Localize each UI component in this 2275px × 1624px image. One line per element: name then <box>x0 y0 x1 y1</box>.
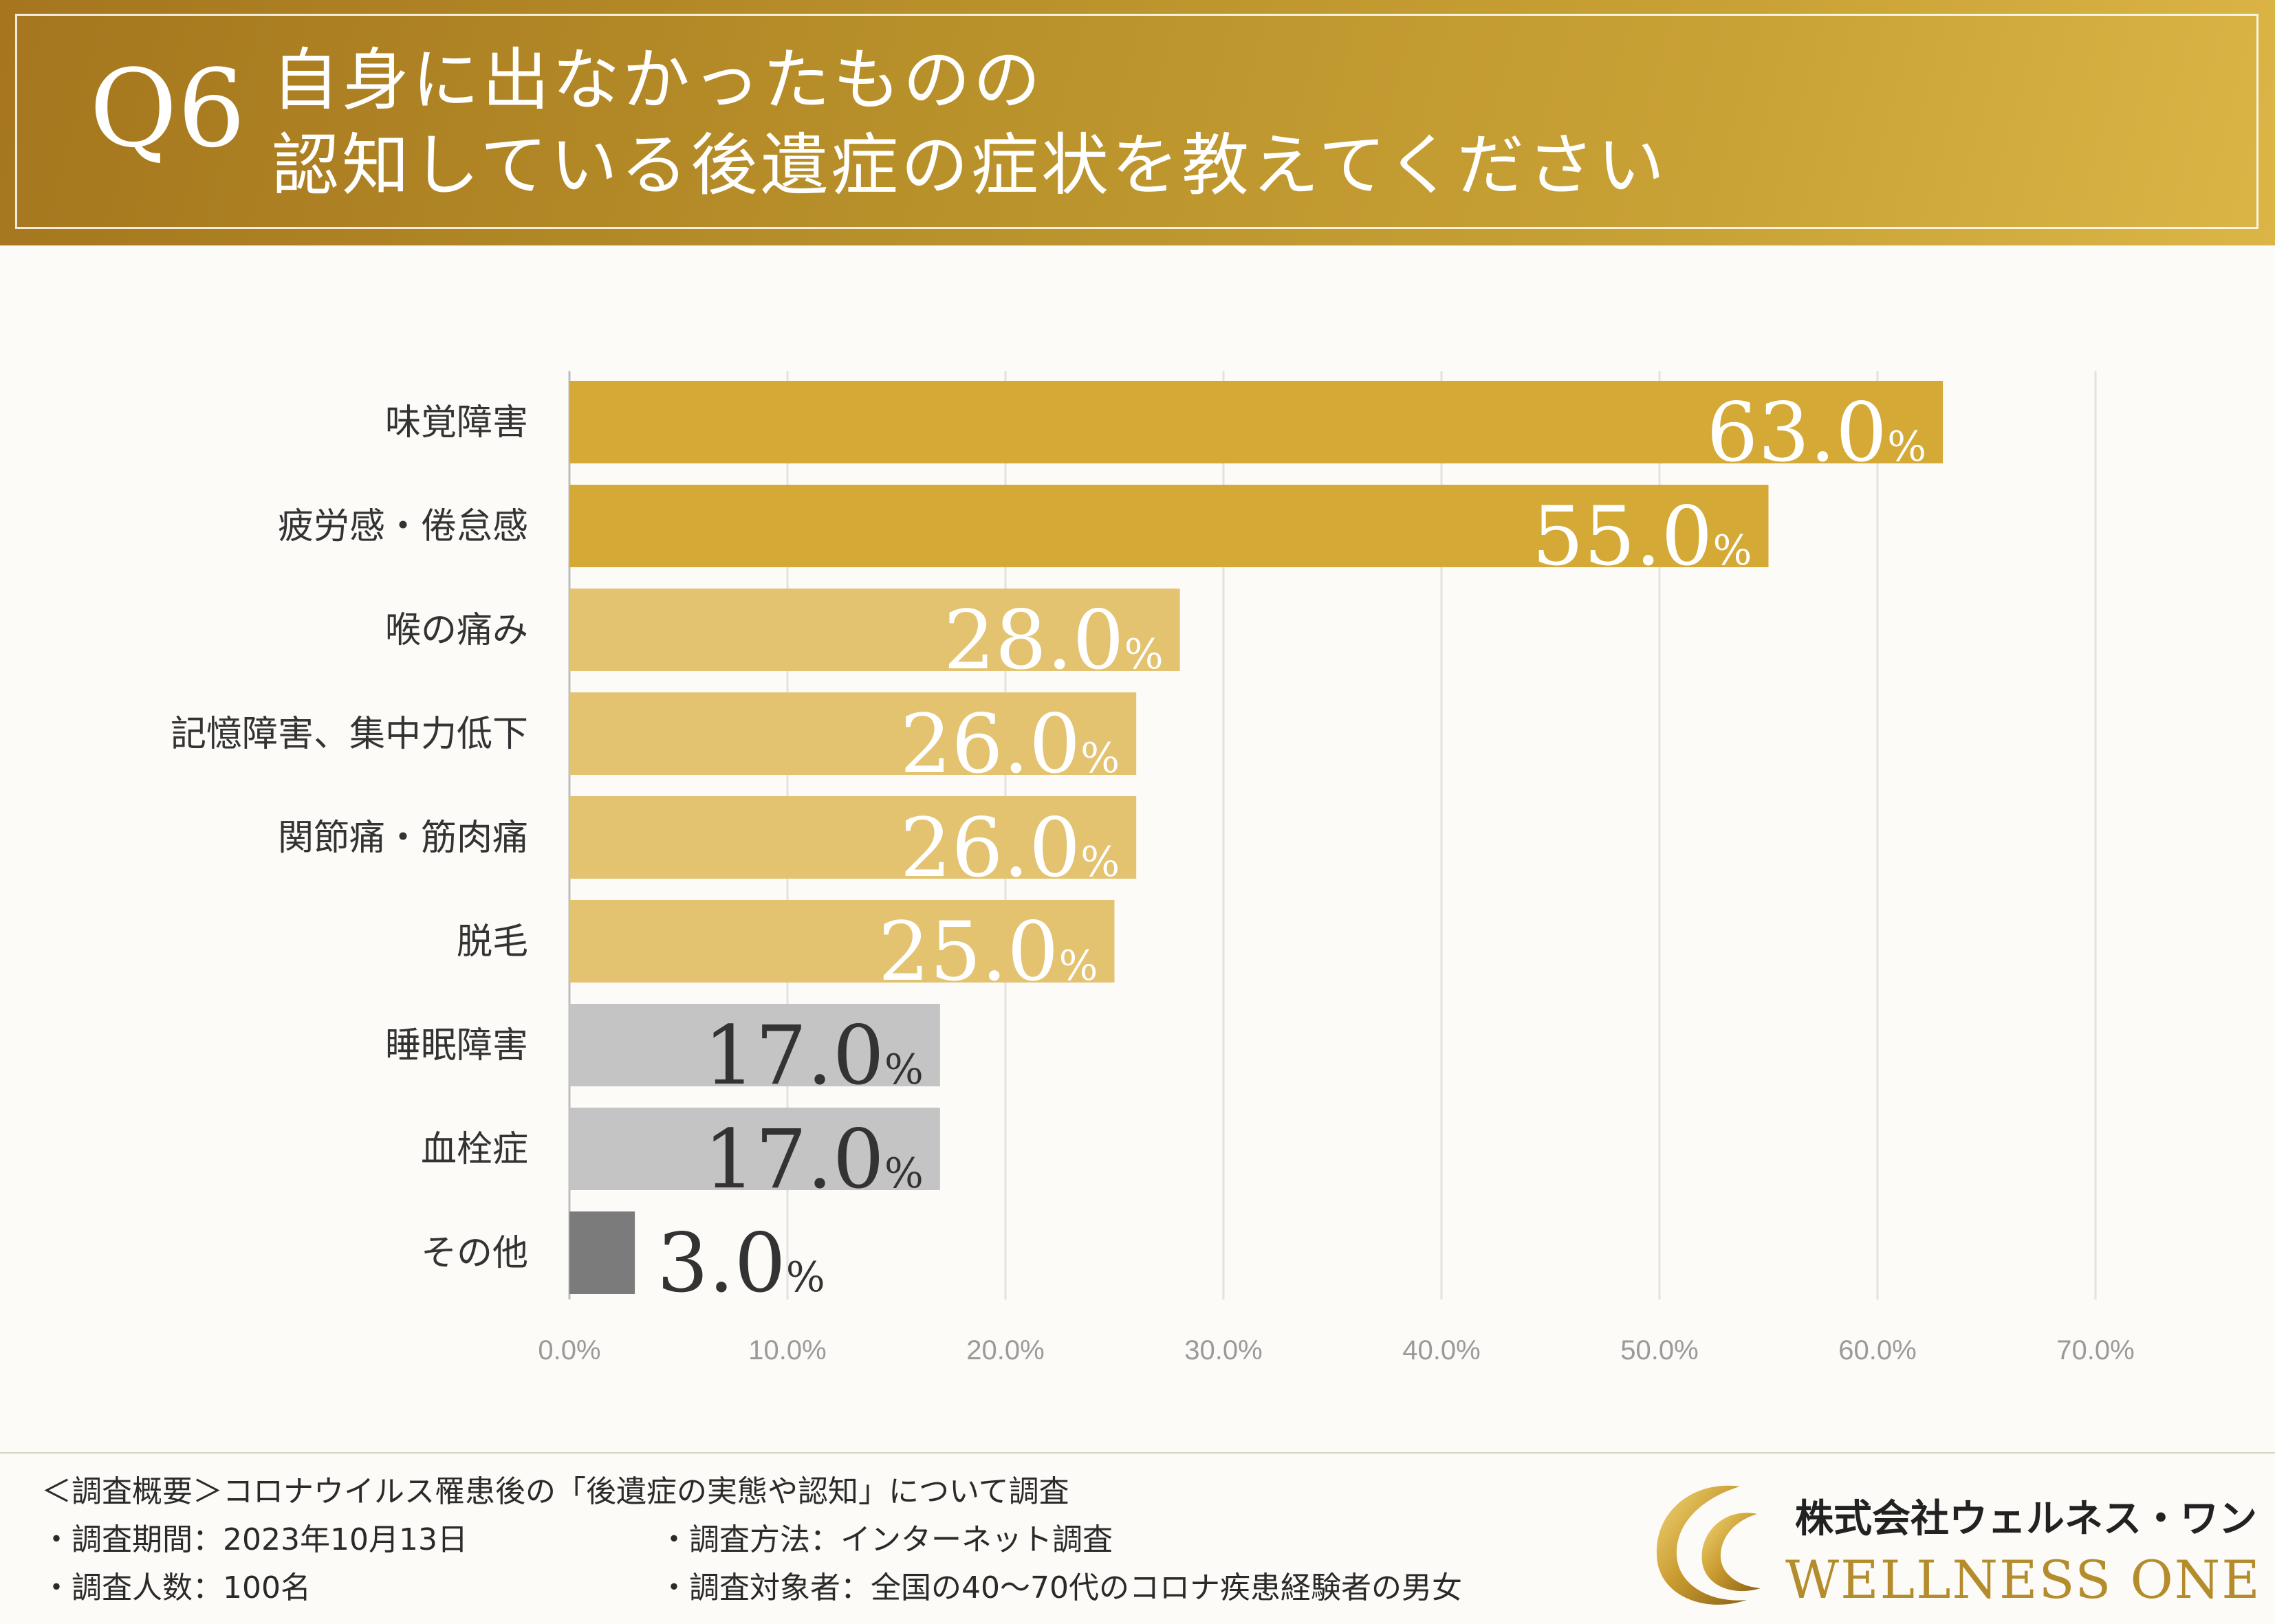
company-name-ja: 株式会社ウェルネス・ワン <box>1795 1497 2257 1541</box>
data-label: 25.0% <box>878 904 1098 999</box>
bar <box>569 381 1944 463</box>
data-label-value: 26.0 <box>900 696 1080 791</box>
data-label-unit: % <box>1080 734 1120 782</box>
bar <box>569 796 1137 879</box>
data-label: 17.0% <box>704 1008 924 1103</box>
data-label: 63.0% <box>1706 385 1926 480</box>
survey-overview: ＜調査概要＞コロナウイルス罹患後の「後遺症の実態や認知」について調査 <box>41 1474 1069 1509</box>
data-label-value: 3.0 <box>657 1216 786 1310</box>
data-label: 28.0% <box>944 593 1164 688</box>
data-label-unit: % <box>1058 942 1098 990</box>
chart-labels: 0.0% 10.0% 20.0% 30.0% 40.0% 50.0% 60.0% 70.0% 味… <box>171 385 2135 1365</box>
category-label: 記憶障害、集中力低下 <box>171 714 528 755</box>
data-label-unit: % <box>1124 630 1164 679</box>
data-label: 26.0% <box>900 800 1120 895</box>
data-label-unit: % <box>1887 423 1926 471</box>
bar <box>569 589 1180 671</box>
x-tick-label: 50.0% <box>1620 1335 1698 1365</box>
data-label-unit: % <box>884 1046 924 1094</box>
x-tick-label: 70.0% <box>2056 1335 2134 1365</box>
chart-bars <box>569 381 1944 1294</box>
data-label: 55.0% <box>1532 489 1752 584</box>
x-tick-label: 40.0% <box>1402 1335 1480 1365</box>
category-label: 睡眠障害 <box>385 1025 528 1066</box>
x-tick-label: 30.0% <box>1184 1335 1262 1365</box>
bar <box>569 1004 940 1086</box>
x-tick-label: 20.0% <box>966 1335 1044 1365</box>
header-frame <box>15 14 2258 229</box>
bar <box>569 1108 940 1190</box>
x-tick-label: 60.0% <box>1838 1335 1916 1365</box>
footer: ＜調査概要＞コロナウイルス罹患後の「後遺症の実態や認知」について調査 ・調査期間… <box>0 1452 2275 1624</box>
category-label: その他 <box>421 1233 528 1274</box>
data-label-value: 17.0 <box>704 1112 884 1207</box>
data-label-value: 28.0 <box>944 593 1124 688</box>
question-title-line1: 自身に出なかったものの <box>272 41 1044 120</box>
question-number: Q6 <box>89 46 246 171</box>
category-label: 関節痛・筋肉痛 <box>278 818 528 859</box>
data-label-value: 17.0 <box>704 1008 884 1103</box>
company-name-en: WELLNESS ONE <box>1785 1549 2261 1610</box>
survey-period: ・調査期間：2023年10月13日 <box>41 1522 468 1557</box>
header-banner: Q6 自身に出なかったものの 認知している後遺症の症状を教えてください <box>0 0 2275 245</box>
data-label-value: 26.0 <box>900 800 1080 895</box>
data-label-value: 55.0 <box>1532 489 1713 584</box>
bar <box>569 900 1115 983</box>
data-label: 17.0% <box>704 1112 924 1207</box>
bar <box>569 1211 635 1294</box>
data-label-value: 63.0 <box>1706 385 1887 480</box>
category-label: 血栓症 <box>421 1129 528 1170</box>
category-label: 疲労感・倦怠感 <box>278 506 528 547</box>
survey-target: ・調査対象者：全国の40〜70代のコロナ疾患経験者の男女 <box>659 1570 1462 1605</box>
bar <box>569 485 1769 567</box>
x-tick-label: 0.0% <box>538 1335 600 1365</box>
wellness-one-logo-icon <box>1656 1485 1761 1605</box>
survey-sample-size: ・調査人数：100名 <box>41 1570 311 1605</box>
data-label-unit: % <box>1080 838 1120 886</box>
survey-method: ・調査方法：インターネット調査 <box>659 1522 1113 1557</box>
category-label: 喉の痛み <box>385 610 528 651</box>
footer-divider <box>0 1452 2275 1453</box>
data-label-value: 25.0 <box>878 904 1059 999</box>
data-label: 26.0% <box>900 696 1120 791</box>
category-label: 味覚障害 <box>385 402 528 443</box>
category-label: 脱毛 <box>457 921 528 963</box>
bar <box>569 692 1137 775</box>
data-label-unit: % <box>884 1150 924 1198</box>
data-label-unit: % <box>786 1253 825 1302</box>
data-label: 3.0% <box>657 1216 825 1310</box>
question-title-line2: 認知している後遺症の症状を教えてください <box>272 127 1668 205</box>
x-tick-label: 10.0% <box>748 1335 826 1365</box>
bar-chart: 0.0% 10.0% 20.0% 30.0% 40.0% 50.0% 60.0% 70.0% 味… <box>171 371 2135 1365</box>
data-label-unit: % <box>1712 527 1752 575</box>
